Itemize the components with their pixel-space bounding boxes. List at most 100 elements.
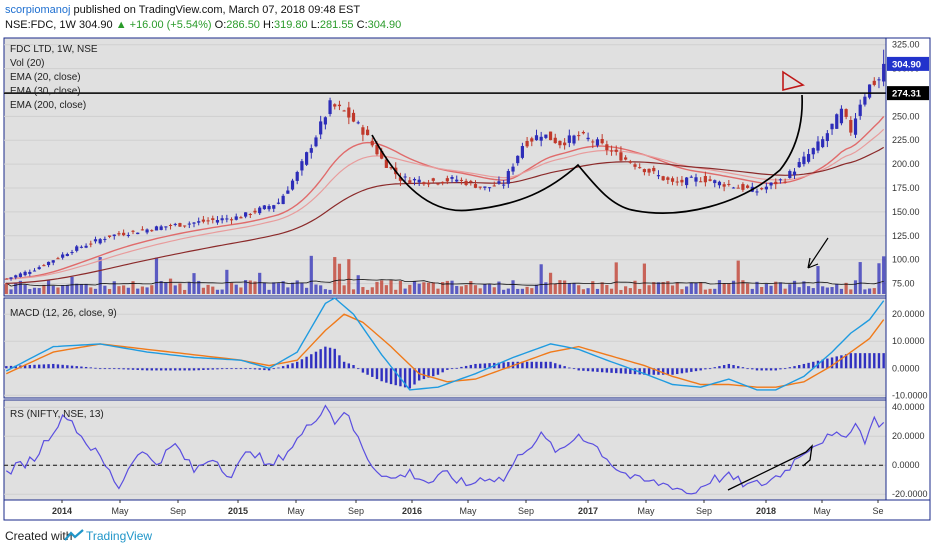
candle-body: [708, 179, 712, 181]
candle-body: [788, 171, 792, 178]
rs-line: [5, 404, 885, 495]
volume-bar: [778, 282, 783, 294]
rs-tick-label: 40.0000: [892, 402, 925, 412]
price-pane[interactable]: [3, 37, 887, 297]
volume-bar: [835, 283, 839, 294]
macd-histogram-bar: [319, 349, 322, 369]
cup-pattern-drawing: [371, 94, 804, 214]
macd-histogram-bar: [42, 364, 46, 369]
volume-bar: [459, 286, 464, 294]
macd-histogram-bar: [52, 363, 55, 369]
level-tag-bg: [887, 86, 929, 101]
rs-pane-bg: [3, 399, 887, 501]
macd-histogram-bar: [798, 365, 801, 369]
volume-bar: [140, 286, 144, 294]
candle-body: [295, 172, 299, 181]
volume-bar: [436, 288, 440, 294]
volume-bar: [422, 282, 426, 294]
volume-bar: [229, 282, 234, 294]
candle-body: [215, 219, 220, 223]
candle-body: [445, 178, 449, 182]
high-value: 319.80: [274, 19, 308, 31]
macd-histogram-bar: [188, 368, 191, 371]
rs-pane[interactable]: [3, 399, 887, 501]
volume-bar: [65, 284, 69, 294]
tradingview-brand[interactable]: TradingView: [86, 529, 153, 543]
time-tick-label: 2017: [578, 506, 598, 516]
volume-bar: [225, 269, 229, 294]
macd-histogram-bar: [239, 368, 243, 370]
candle-body: [253, 210, 257, 213]
candle-body: [553, 137, 557, 144]
volume-bar: [70, 276, 74, 294]
macd-tick-label: 20.0000: [892, 309, 925, 319]
open-label: O:: [214, 19, 227, 31]
volume-bar: [619, 289, 623, 294]
volume-bar: [4, 282, 8, 294]
volume-bar: [746, 283, 750, 294]
candle-body: [506, 171, 510, 184]
time-tick-label: May: [111, 506, 129, 516]
volume-bar: [159, 281, 163, 294]
volume-bar: [483, 284, 487, 294]
macd-histogram-bar: [610, 368, 613, 373]
legend-ema200: EMA (200, close): [10, 100, 86, 111]
volume-bar: [328, 289, 332, 294]
volume-bar: [605, 285, 609, 294]
macd-histogram-bar: [737, 366, 740, 369]
candle-body: [534, 135, 539, 141]
macd-histogram-bar: [281, 366, 285, 369]
macd-histogram-bar: [530, 361, 533, 369]
macd-histogram-bar: [389, 368, 393, 385]
macd-histogram-bar: [202, 368, 205, 370]
candle-body: [811, 148, 815, 155]
low-value: 281.55: [319, 19, 354, 31]
macd-histogram-bar: [741, 367, 745, 369]
macd-histogram-bar: [713, 367, 716, 369]
macd-pane[interactable]: [3, 297, 887, 399]
macd-histogram-bar: [174, 368, 177, 371]
volume-bar: [441, 282, 445, 294]
candle-body: [666, 177, 670, 180]
ohlc-line: NSE:FDC, 1W 304.90 ▲ +16.00 (+5.54%) O:2…: [5, 19, 401, 31]
macd-histogram-bar: [225, 368, 229, 370]
volume-bar: [145, 287, 149, 294]
macd-histogram-bar: [854, 353, 857, 369]
macd-histogram-bar: [460, 366, 463, 369]
time-scale-bg: [3, 499, 931, 521]
macd-histogram-bar: [873, 353, 876, 369]
macd-histogram-bar: [5, 366, 8, 369]
volume-bar: [487, 284, 492, 294]
volume-bar: [694, 282, 698, 294]
volume-bar: [281, 281, 285, 294]
volume-bar: [750, 288, 754, 294]
candle-body: [830, 123, 834, 130]
volume-bar: [464, 284, 468, 294]
macd-histogram-bar: [507, 362, 510, 369]
volume-bar: [797, 287, 801, 294]
volume-bar: [403, 288, 407, 294]
candle-body: [370, 140, 374, 146]
macd-histogram-bar: [342, 361, 346, 369]
volume-bar: [647, 285, 651, 294]
macd-histogram-bar: [206, 368, 210, 370]
volume-bar: [548, 272, 553, 294]
volume-bar: [628, 288, 632, 294]
macd-histogram-bar: [765, 368, 768, 371]
chart-canvas[interactable]: 325.00300.00275.00250.00225.00200.00175.…: [0, 0, 932, 522]
candle-body: [140, 229, 144, 231]
volume-bar: [126, 287, 130, 294]
price-tick-label: 125.00: [892, 231, 920, 241]
macd-histogram-bar: [253, 368, 257, 370]
candle-body: [56, 258, 60, 260]
volume-bar: [680, 289, 684, 294]
author-link[interactable]: scorpiomanoj: [5, 4, 71, 16]
rs-tick-label: 20.0000: [892, 431, 925, 441]
candle-body: [178, 223, 182, 227]
macd-histogram-bar: [178, 368, 182, 371]
volume-bar: [164, 282, 168, 294]
candle-body: [103, 238, 107, 240]
volume-bar: [675, 282, 679, 294]
macd-histogram-bar: [197, 368, 200, 371]
published-text: published on TradingView.com, March 07, …: [73, 4, 361, 16]
